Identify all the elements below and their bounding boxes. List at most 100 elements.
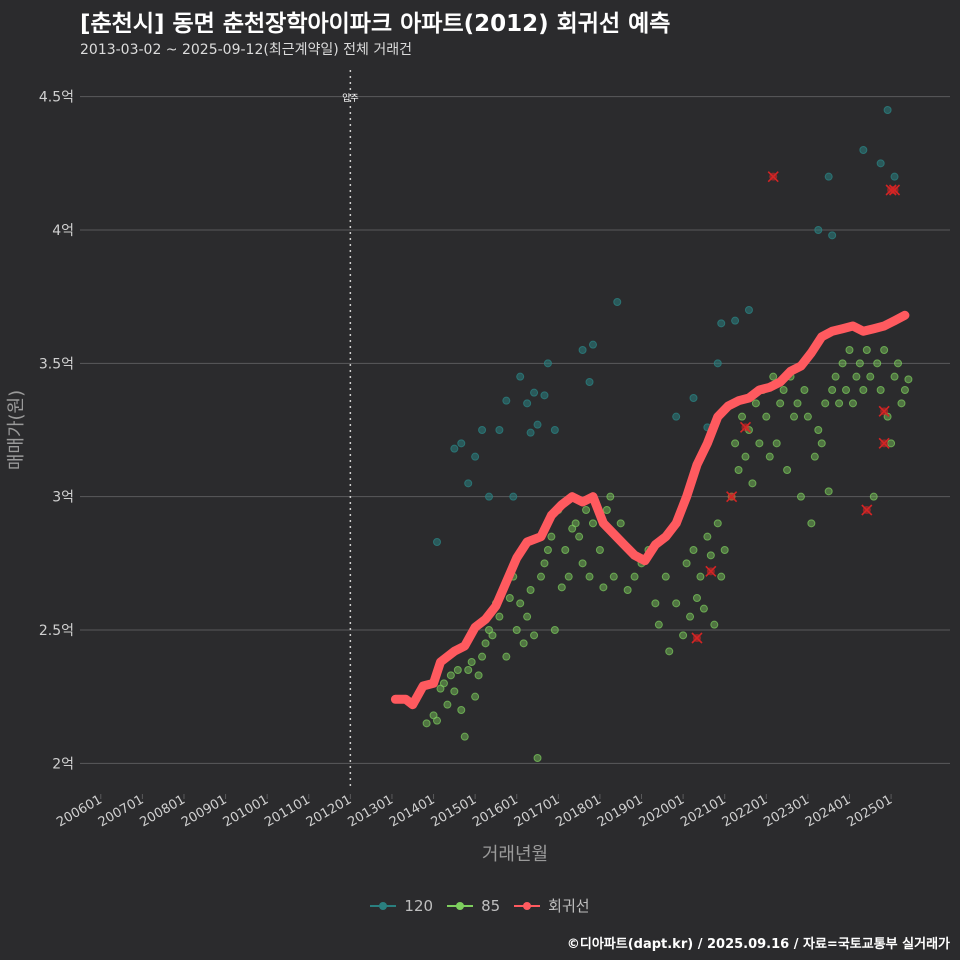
point-85 (869, 492, 878, 501)
point-85 (474, 671, 483, 680)
chart-subtitle: 2013-03-02 ~ 2025-09-12(최근계약일) 전체 거래건 (80, 42, 412, 58)
move-in-annotation: 입주 (342, 70, 359, 790)
point-85 (848, 399, 857, 408)
outlier-cross (861, 504, 873, 516)
point-85 (543, 546, 552, 554)
point-85 (609, 572, 618, 581)
point-85 (814, 426, 823, 434)
x-tick-label: 200701 (96, 792, 146, 830)
point-85 (502, 652, 511, 661)
point-85 (824, 487, 833, 496)
point-120 (717, 319, 726, 328)
legend-85-swatch (447, 901, 474, 911)
x-tick-label: 201301 (345, 792, 395, 830)
point-85 (852, 372, 861, 381)
point-85 (571, 519, 580, 528)
y-tick-label: 3.5억 (39, 356, 74, 372)
point-85 (800, 386, 809, 394)
point-120 (828, 231, 837, 240)
point-120 (876, 159, 885, 168)
point-85 (734, 466, 743, 474)
point-85 (703, 532, 712, 541)
point-85 (904, 375, 913, 384)
series-85-points (412, 346, 913, 762)
x-tick-label: 201801 (553, 792, 603, 830)
x-tick-label: 202001 (637, 792, 687, 830)
point-85 (762, 412, 771, 421)
point-120 (744, 306, 753, 314)
point-85 (478, 652, 487, 661)
point-120 (540, 391, 549, 400)
outlier-markers (691, 171, 901, 644)
point-120 (824, 172, 833, 181)
point-85 (855, 359, 864, 368)
point-85 (588, 519, 597, 528)
point-120 (814, 226, 823, 234)
x-tick-label: 201701 (512, 792, 562, 830)
x-tick-label: 200601 (54, 792, 104, 830)
point-120 (672, 412, 681, 421)
point-85 (890, 372, 899, 381)
point-120 (613, 298, 622, 306)
series-120-points (433, 106, 899, 546)
x-axis-title: 거래년월 (482, 844, 548, 865)
outlier-marker (878, 437, 890, 449)
point-85 (488, 631, 497, 640)
x-tick-label: 201001 (221, 792, 271, 830)
point-85 (446, 671, 455, 680)
outlier-cross (888, 184, 901, 196)
point-120 (543, 359, 552, 368)
point-85 (731, 439, 740, 448)
legend: 120 85 회귀선 (0, 895, 960, 916)
point-85 (689, 546, 698, 554)
point-120 (530, 388, 539, 397)
point-85 (679, 631, 688, 640)
point-85 (672, 599, 681, 608)
point-85 (692, 594, 701, 602)
outlier-marker (691, 632, 703, 644)
point-85 (810, 452, 819, 461)
point-120 (713, 359, 722, 368)
x-tick-label: 200901 (179, 792, 229, 830)
point-85 (585, 572, 594, 581)
point-85 (838, 359, 847, 368)
point-120 (585, 378, 594, 386)
point-85 (894, 359, 903, 368)
point-120 (509, 492, 518, 501)
point-85 (661, 572, 670, 581)
outlier-cross (739, 421, 752, 433)
point-85 (557, 583, 566, 592)
y-tick-label: 2.5억 (39, 623, 74, 639)
point-85 (460, 732, 469, 741)
point-85 (699, 604, 708, 613)
x-tick-label: 202401 (803, 792, 853, 830)
point-120 (883, 106, 892, 114)
outlier-marker (726, 491, 738, 503)
point-85 (900, 386, 909, 394)
point-120 (485, 492, 494, 501)
outlier-marker (705, 565, 717, 577)
point-85 (457, 706, 466, 714)
legend-85-label: 85 (481, 896, 501, 915)
outlier-cross (878, 405, 890, 417)
regression-line (390, 310, 910, 710)
point-85 (682, 559, 691, 568)
y-tick-label: 3억 (52, 490, 74, 506)
point-85 (443, 700, 452, 709)
point-85 (564, 572, 573, 581)
x-tick-label: 201901 (595, 792, 645, 830)
legend-regression-label: 회귀선 (548, 897, 590, 915)
point-85 (897, 399, 906, 408)
outlier-cross (691, 632, 703, 644)
point-85 (467, 658, 476, 666)
point-85 (536, 572, 545, 581)
point-85 (765, 452, 774, 461)
legend-regression: 회귀선 (514, 895, 590, 916)
point-120 (523, 399, 532, 408)
point-85 (606, 492, 615, 501)
point-120 (471, 452, 480, 461)
point-120 (731, 316, 740, 325)
point-85 (516, 599, 525, 608)
point-85 (831, 372, 840, 381)
